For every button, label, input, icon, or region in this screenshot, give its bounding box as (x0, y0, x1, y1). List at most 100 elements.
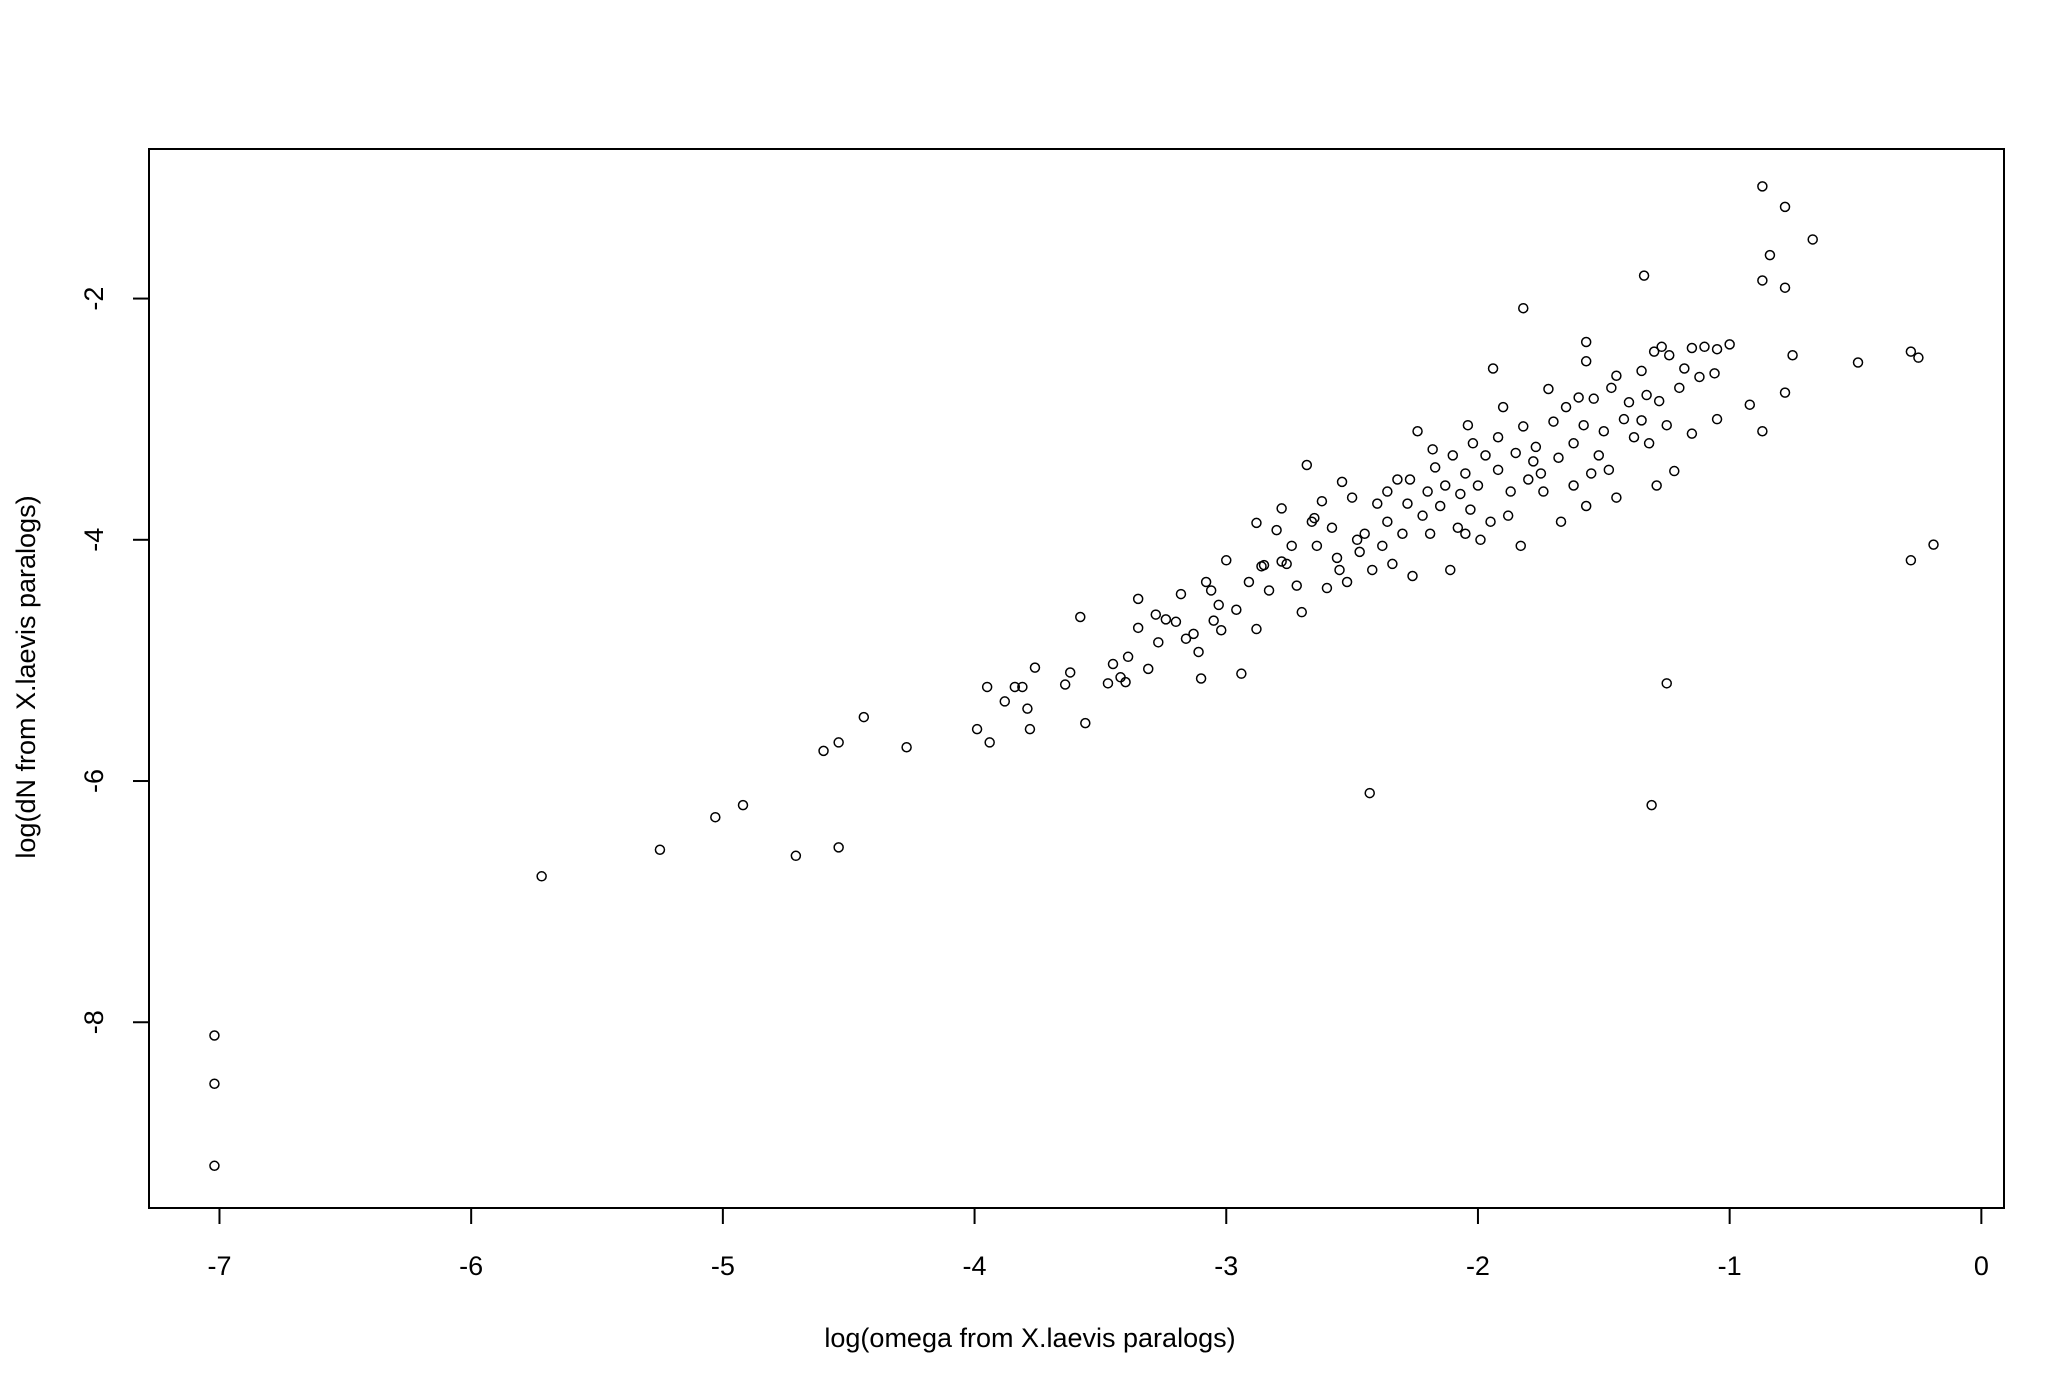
point (1160, 614, 1172, 625)
point (209, 1160, 220, 1172)
point (1779, 387, 1791, 398)
point (1757, 181, 1768, 192)
point (1598, 425, 1610, 437)
point (1434, 500, 1446, 512)
y-tick-label: -6 (79, 769, 109, 793)
point (1510, 447, 1521, 459)
point (1674, 382, 1685, 394)
point (1271, 524, 1282, 536)
point (1538, 486, 1549, 497)
point (1215, 625, 1227, 636)
point (1724, 339, 1735, 350)
point (1475, 534, 1486, 546)
point (1606, 382, 1617, 394)
point (858, 711, 870, 723)
point (1286, 540, 1297, 552)
point (1309, 512, 1320, 524)
point (1548, 416, 1559, 427)
x-tick-label: -1 (1718, 1251, 1742, 1281)
x-tick-label: -2 (1466, 1251, 1490, 1281)
point (1518, 421, 1529, 432)
point (1311, 540, 1323, 552)
point (1132, 622, 1144, 634)
point (1651, 480, 1662, 491)
point (1382, 486, 1393, 497)
point (1530, 441, 1542, 453)
point (1397, 528, 1408, 540)
point (1354, 546, 1365, 558)
point (1611, 370, 1622, 382)
point (1641, 389, 1652, 401)
point (1656, 341, 1667, 353)
point (1603, 464, 1615, 476)
point (1593, 450, 1605, 461)
point (1663, 350, 1675, 361)
point (1568, 480, 1579, 491)
point (1661, 678, 1672, 689)
point (737, 799, 749, 811)
point (1555, 516, 1567, 527)
point (1643, 438, 1655, 449)
x-tick-label: -5 (711, 1251, 735, 1281)
point (710, 811, 721, 823)
point (1392, 474, 1403, 485)
point (1281, 558, 1292, 570)
point (1699, 341, 1710, 353)
point (1301, 459, 1313, 471)
point (1467, 438, 1479, 449)
point (1193, 646, 1204, 658)
point (1359, 528, 1370, 540)
point (1439, 480, 1451, 491)
point (1487, 363, 1499, 374)
point (1543, 383, 1554, 395)
point (1686, 342, 1698, 354)
point (1296, 606, 1308, 618)
point (1017, 681, 1028, 693)
point (1653, 395, 1665, 407)
point (1080, 717, 1091, 729)
point (1341, 576, 1353, 588)
point (1646, 799, 1657, 811)
point (1200, 576, 1212, 588)
point (1195, 673, 1207, 684)
point (1460, 528, 1471, 540)
point (1578, 419, 1589, 431)
x-tick-label: -6 (459, 1251, 483, 1281)
point (1064, 667, 1076, 678)
point (1636, 415, 1647, 426)
x-tick-label: -4 (963, 1251, 987, 1281)
point (1364, 787, 1375, 799)
point (1452, 522, 1464, 533)
point (1263, 585, 1275, 596)
point (1402, 498, 1413, 509)
point (1648, 346, 1660, 357)
point (1455, 488, 1466, 500)
point (536, 871, 547, 882)
point (1316, 495, 1328, 507)
point (1757, 425, 1768, 437)
point (1485, 516, 1496, 527)
point (1366, 564, 1378, 576)
point (1580, 500, 1592, 512)
point (1205, 585, 1217, 596)
point (1679, 363, 1690, 374)
point (1336, 476, 1348, 488)
point (1102, 678, 1114, 689)
point (833, 737, 844, 748)
point (1928, 539, 1939, 550)
point (1580, 356, 1592, 367)
point (1291, 580, 1302, 591)
x-tick-label: -3 (1214, 1251, 1238, 1281)
point (1757, 275, 1768, 286)
point (1528, 456, 1539, 467)
point (1346, 492, 1358, 503)
point (1787, 350, 1798, 361)
point (1276, 556, 1287, 567)
point (1382, 516, 1393, 527)
point (1351, 534, 1363, 546)
point (1150, 609, 1162, 620)
point (1535, 468, 1547, 479)
point (1424, 528, 1436, 540)
point (1472, 480, 1484, 491)
y-tick-label: -8 (79, 1010, 109, 1034)
